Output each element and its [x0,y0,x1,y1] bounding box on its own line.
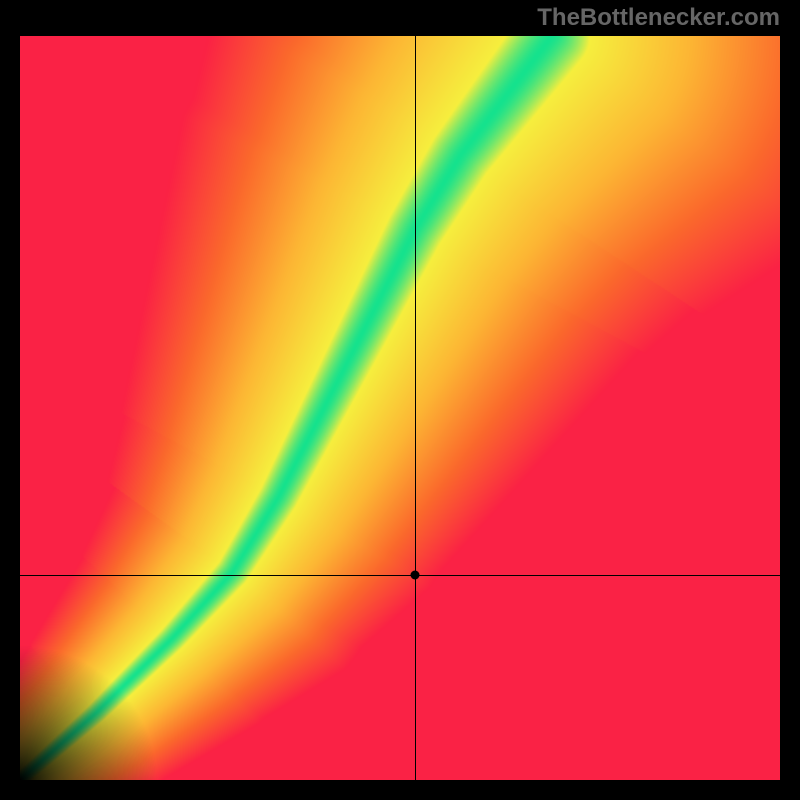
watermark-text: TheBottlenecker.com [537,4,780,32]
heatmap-plot [20,36,780,780]
crosshair-vertical [415,36,416,780]
marker-dot [411,570,420,579]
heatmap-canvas [20,36,780,780]
crosshair-horizontal [20,575,780,576]
page-container: TheBottlenecker.com [0,0,800,800]
